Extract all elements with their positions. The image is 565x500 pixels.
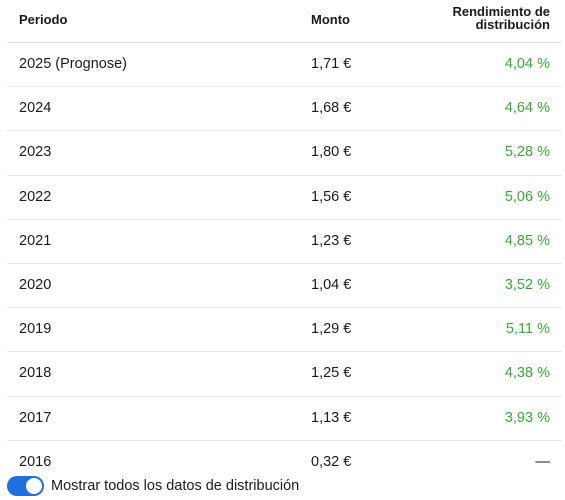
cell-rendimiento: 3,93 % [504, 409, 550, 426]
distribution-table: Periodo Monto Rendimiento de distribució… [7, 0, 561, 484]
cell-monto: 1,71 € [311, 56, 352, 72]
cell-periodo: 2023 [19, 144, 52, 161]
show-all-distributions-toggle[interactable] [7, 476, 44, 496]
table-row: 2025 (Prognose) 1,71 € 4,04 % [7, 43, 561, 88]
show-all-distributions-control: Mostrar todos los datos de distribución [7, 476, 299, 496]
table-row: 2024 1,68 € 4,64 % [7, 87, 561, 132]
header-monto: Monto [311, 12, 350, 27]
cell-periodo: 2017 [19, 409, 52, 426]
table-row: 2017 1,13 € 3,93 % [7, 397, 561, 441]
table-row: 2016 0,32 € — [7, 441, 561, 484]
cell-rendimiento: 5,28 % [504, 144, 550, 161]
table-row: 2022 1,56 € 5,06 % [7, 176, 561, 220]
table-row: 2019 1,29 € 5,11 % [7, 308, 561, 353]
cell-periodo: 2024 [19, 100, 52, 117]
cell-rendimiento: 4,85 % [504, 232, 550, 249]
cell-periodo: 2016 [19, 453, 52, 470]
table-row: 2023 1,80 € 5,28 % [7, 131, 561, 176]
cell-monto: 1,23 € [311, 232, 352, 249]
table-row: 2020 1,04 € 3,52 % [7, 264, 561, 309]
header-rendimiento-line1: Rendimiento de [452, 4, 550, 19]
cell-monto: 1,13 € [311, 409, 352, 426]
cell-monto: 1,80 € [311, 144, 352, 161]
cell-rendimiento: 4,38 % [504, 365, 550, 382]
cell-periodo: 2025 (Prognose) [19, 56, 128, 72]
cell-periodo: 2018 [19, 365, 52, 382]
table-header: Periodo Monto Rendimiento de distribució… [7, 0, 561, 43]
cell-monto: 1,68 € [311, 100, 352, 117]
cell-rendimiento: — [535, 453, 551, 470]
cell-rendimiento: 4,64 % [504, 100, 550, 117]
cell-rendimiento: 4,04 % [504, 56, 550, 72]
cell-periodo: 2019 [19, 321, 52, 338]
cell-rendimiento: 5,11 % [505, 321, 550, 338]
header-rendimiento: Rendimiento de distribución [410, 5, 550, 31]
cell-periodo: 2021 [19, 232, 52, 249]
header-rendimiento-line2: distribución [475, 17, 550, 32]
toggle-knob [26, 478, 42, 494]
table-row: 2021 1,23 € 4,85 % [7, 220, 561, 264]
cell-monto: 1,56 € [311, 188, 352, 205]
cell-monto: 1,25 € [311, 365, 352, 382]
cell-periodo: 2020 [19, 276, 52, 293]
cell-monto: 1,29 € [311, 321, 352, 338]
show-all-distributions-label[interactable]: Mostrar todos los datos de distribución [51, 478, 300, 494]
cell-monto: 0,32 € [311, 453, 352, 470]
cell-periodo: 2022 [19, 188, 52, 205]
cell-rendimiento: 5,06 % [504, 188, 550, 205]
table-row: 2018 1,25 € 4,38 % [7, 352, 561, 397]
header-periodo: Periodo [19, 12, 68, 27]
cell-monto: 1,04 € [311, 276, 352, 293]
cell-rendimiento: 3,52 % [504, 276, 550, 293]
